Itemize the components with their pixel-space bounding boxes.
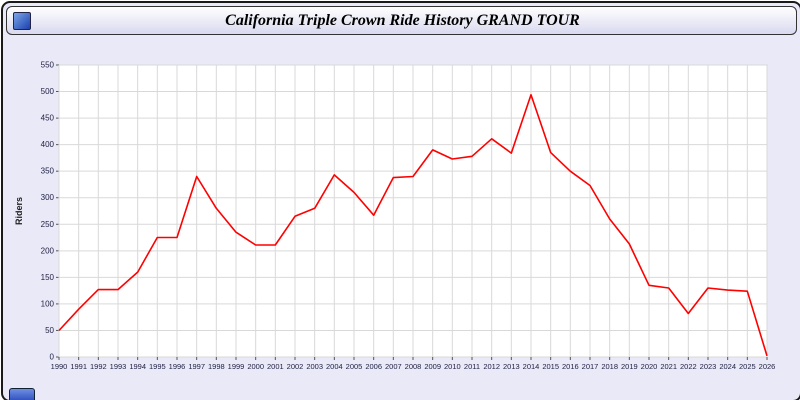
x-tick-label: 2010 xyxy=(444,362,461,371)
x-tick-label: 2019 xyxy=(621,362,638,371)
window-titlebar: California Triple Crown Ride History GRA… xyxy=(6,6,797,35)
y-tick-label: 500 xyxy=(41,87,55,96)
x-tick-label: 1995 xyxy=(149,362,166,371)
x-tick-label: 2017 xyxy=(582,362,599,371)
x-tick-label: 2014 xyxy=(523,362,540,371)
y-tick-label: 50 xyxy=(45,326,54,335)
x-tick-label: 2004 xyxy=(326,362,343,371)
x-tick-label: 2023 xyxy=(700,362,717,371)
riders-line-series xyxy=(58,93,768,357)
x-tick-label: 1999 xyxy=(228,362,245,371)
x-tick-label: 1994 xyxy=(129,362,146,371)
window-badge-icon xyxy=(9,388,35,400)
x-tick-label: 2015 xyxy=(542,362,559,371)
window-title: California Triple Crown Ride History GRA… xyxy=(225,11,580,29)
y-axis-title: Riders xyxy=(14,197,24,225)
x-tick-label: 1998 xyxy=(208,362,225,371)
x-tick-label: 2016 xyxy=(562,362,579,371)
x-tick-label: 2000 xyxy=(247,362,264,371)
chart-panel: 0 50 100 150 200 250 300 350 400 450 500 550 1990 199… xyxy=(11,41,795,393)
x-tick-label: 2013 xyxy=(503,362,520,371)
y-tick-label: 0 xyxy=(50,353,55,362)
x-tick-label: 2009 xyxy=(424,362,441,371)
x-tick-label: 2022 xyxy=(680,362,697,371)
app-icon xyxy=(13,11,31,30)
x-tick-label: 2018 xyxy=(601,362,618,371)
x-tick-label: 2005 xyxy=(346,362,363,371)
y-tick-label: 450 xyxy=(41,114,55,123)
x-tick-label: 2006 xyxy=(365,362,382,371)
x-tick-label: 1991 xyxy=(70,362,87,371)
y-tick-label: 550 xyxy=(41,61,55,70)
y-tick-label: 150 xyxy=(41,273,55,282)
x-tick-label: 2011 xyxy=(464,362,480,371)
x-tick-label: 2012 xyxy=(483,362,500,371)
y-tick-label: 350 xyxy=(41,167,55,176)
x-tick-label: 2020 xyxy=(641,362,658,371)
x-tick-label: 2025 xyxy=(739,362,756,371)
x-tick-label: 2026 xyxy=(759,362,776,371)
x-tick-label: 2007 xyxy=(385,362,402,371)
x-tick-label: 1992 xyxy=(90,362,107,371)
x-tick-label: 2003 xyxy=(306,362,323,371)
x-tick-label: 2008 xyxy=(405,362,422,371)
x-tick-label: 2001 xyxy=(267,362,284,371)
x-tick-label: 2002 xyxy=(287,362,304,371)
x-tick-label: 2024 xyxy=(719,362,736,371)
x-tick-label: 1990 xyxy=(51,362,68,371)
x-tick-label: 1993 xyxy=(110,362,127,371)
y-tick-label: 100 xyxy=(41,299,55,308)
y-tick-label: 400 xyxy=(41,140,55,149)
y-tick-label: 300 xyxy=(41,193,55,202)
y-tick-label: 250 xyxy=(41,220,55,229)
x-tick-label: 1996 xyxy=(169,362,186,371)
y-tick-label: 200 xyxy=(41,246,55,255)
x-tick-label: 1997 xyxy=(188,362,205,371)
x-tick-label: 2021 xyxy=(660,362,677,371)
